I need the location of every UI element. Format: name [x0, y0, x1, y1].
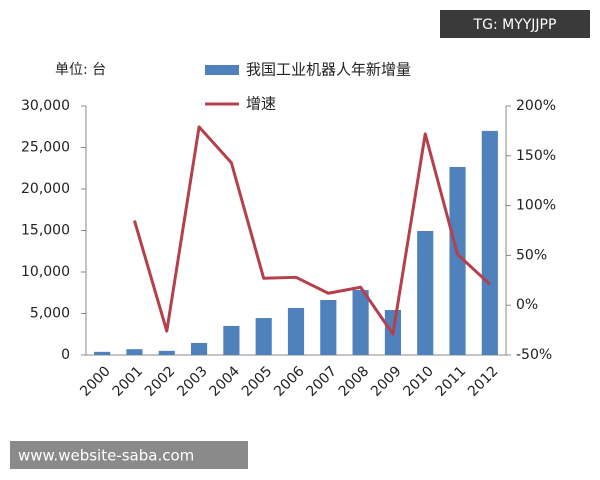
- y-tick-label: 15,000: [21, 223, 70, 239]
- unit-label: 单位: 台: [55, 62, 106, 78]
- bar: [191, 342, 208, 355]
- y2-tick-label: 0%: [516, 297, 538, 313]
- legend-label: 我国工业机器人年新增量: [246, 61, 411, 79]
- bar: [287, 308, 305, 355]
- legend-swatch: [205, 65, 239, 75]
- y-tick-label: 20,000: [21, 181, 70, 197]
- bar: [449, 167, 466, 355]
- watermark: TG: MYYJJPP: [473, 17, 557, 33]
- bar: [481, 130, 498, 355]
- bar: [94, 351, 111, 355]
- y-tick-label: 0: [61, 347, 70, 363]
- bar: [320, 299, 337, 355]
- legend-label: 增速: [246, 95, 276, 113]
- y2-tick-label: 200%: [516, 98, 556, 114]
- y2-tick-label: 50%: [516, 247, 547, 263]
- watermark-box: [440, 10, 590, 38]
- y2-tick-label: 150%: [516, 148, 556, 164]
- line: [133, 125, 491, 336]
- bar: [126, 349, 143, 355]
- bar: [223, 325, 240, 355]
- bar: [158, 350, 175, 355]
- watermark: www.website-saba.com: [18, 447, 194, 465]
- watermark-box: [10, 441, 248, 469]
- y2-tick-label: -50%: [516, 347, 552, 363]
- y-tick-label: 30,000: [21, 98, 70, 114]
- y-tick-label: 10,000: [21, 264, 70, 280]
- bar: [417, 230, 434, 355]
- bar: [352, 290, 369, 355]
- y-tick-label: 5,000: [30, 306, 70, 322]
- y2-tick-label: 100%: [516, 198, 556, 214]
- y-tick-label: 25,000: [21, 140, 70, 156]
- bar: [255, 318, 272, 355]
